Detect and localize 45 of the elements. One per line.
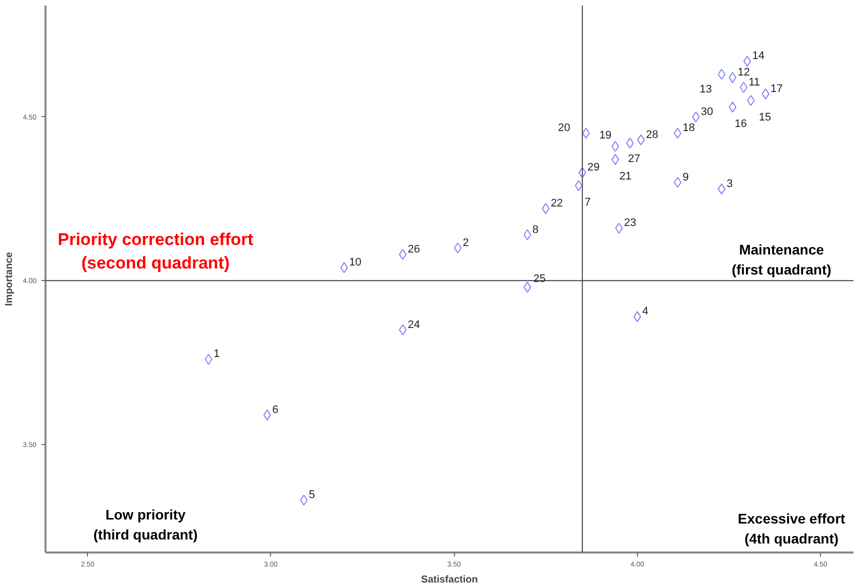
annotation: 7	[584, 196, 591, 209]
annotation: 20	[558, 122, 570, 134]
point	[633, 311, 642, 322]
annotation: 8	[532, 224, 538, 236]
annotation: 9	[682, 171, 689, 184]
annotation: 24	[408, 318, 420, 331]
annotation: 30	[700, 106, 714, 118]
annotation: 6	[272, 404, 278, 416]
point	[454, 242, 462, 254]
annotation: 27	[628, 153, 640, 166]
annotation: Maintenance (first quadrant)	[732, 242, 832, 278]
annotation: 22	[550, 198, 563, 210]
annotation: 18	[682, 122, 695, 134]
annotation: 19	[599, 129, 612, 142]
annotation: 16	[734, 118, 747, 130]
annotation: 21	[619, 170, 632, 182]
annotation: 14	[752, 50, 764, 62]
annotation: 4	[642, 306, 648, 318]
annotation: 29	[587, 162, 600, 174]
point	[611, 140, 620, 152]
annotation: 10	[349, 256, 362, 269]
annotation: 1	[214, 348, 220, 360]
annotation: 3	[726, 178, 733, 190]
annotation: 11	[748, 76, 760, 88]
annotation: 26	[408, 243, 420, 256]
point	[542, 203, 550, 214]
annotation: Excessive effort (4th quadrant)	[738, 510, 846, 546]
annotation: Low priority (third quadrant)	[93, 506, 198, 542]
point	[574, 180, 583, 192]
point	[398, 248, 407, 260]
annotation: 28	[646, 128, 658, 141]
annotation: Priority correction effort (second quadrant)	[58, 230, 254, 273]
annotation: 12	[738, 66, 750, 79]
annotation: 17	[770, 82, 783, 95]
point	[611, 154, 620, 165]
point	[263, 409, 272, 420]
annotation: 13	[700, 83, 712, 96]
point	[398, 324, 407, 336]
x-axis-title: Satisfaction	[421, 574, 478, 586]
annotation: 23	[624, 217, 636, 230]
y-axis-title: Importance	[4, 252, 15, 306]
annotation: 5	[308, 489, 315, 502]
annotation: 2	[462, 236, 469, 249]
point	[743, 56, 752, 67]
annotation: 15	[758, 111, 772, 124]
